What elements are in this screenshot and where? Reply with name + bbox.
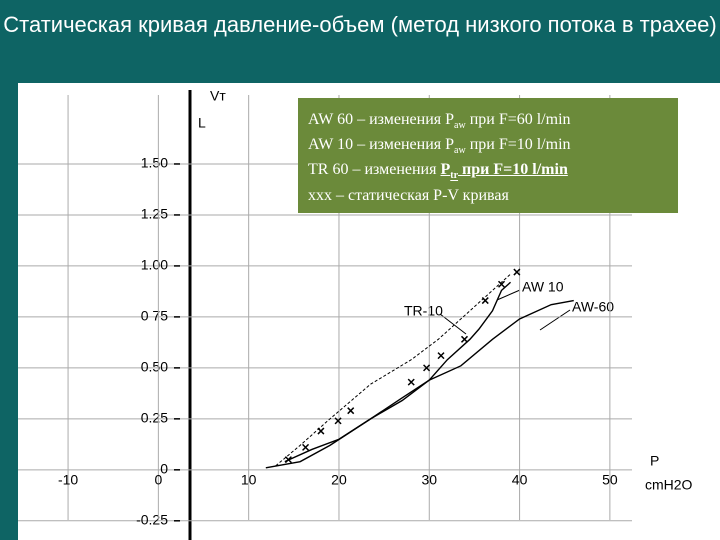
data-marker xyxy=(513,268,521,276)
data-marker xyxy=(460,335,469,343)
legend-text: P xyxy=(440,161,451,179)
data-marker xyxy=(481,297,489,305)
y-axis-label: Vт xyxy=(210,88,226,104)
curve-label: AW 10 xyxy=(522,279,564,295)
data-line xyxy=(275,273,511,467)
y-tick-label: -0.25 xyxy=(136,512,168,528)
data-marker xyxy=(317,427,325,435)
x-tick-label: 30 xyxy=(421,472,437,488)
legend-text: при F=10 l/min xyxy=(458,161,568,179)
pointer xyxy=(539,309,571,331)
x-tick-label: 50 xyxy=(602,472,618,488)
data-marker xyxy=(302,443,310,451)
y-tick-label: 0 xyxy=(160,461,168,477)
data-marker xyxy=(334,417,342,425)
legend-text: при F=10 l/min xyxy=(465,136,571,154)
data-line xyxy=(284,281,512,463)
slide-title: Статическая кривая давление-объем (метод… xyxy=(3,12,717,37)
curve-label: TR-10 xyxy=(404,303,443,319)
y-tick-label: 0.50 xyxy=(141,359,168,375)
y-tick-label: 1.00 xyxy=(141,257,168,273)
x-tick-label: 10 xyxy=(241,472,257,488)
legend-box: AW 60 – изменения Paw при F=60 l/min AW 1… xyxy=(298,98,678,213)
legend-line: AW 60 – изменения Paw при F=60 l/min xyxy=(308,110,668,135)
legend-line: TR 60 – изменения Ptr при F=10 l/min xyxy=(308,160,668,185)
legend-line: AW 10 – изменения Paw при F=10 l/min xyxy=(308,135,668,160)
curve-label: AW-60 xyxy=(572,299,614,315)
legend-text: AW 10 – изменения P xyxy=(308,136,455,154)
pointer xyxy=(496,289,521,301)
x-axis-unit: cmH2O xyxy=(645,477,693,493)
legend-text: aw xyxy=(454,120,466,132)
data-marker xyxy=(407,378,415,386)
y-axis-unit: L xyxy=(198,115,206,131)
data-marker xyxy=(423,364,431,372)
data-marker xyxy=(497,280,506,288)
x-tick-label: 20 xyxy=(331,472,347,488)
y-tick-label: 0 75 xyxy=(141,308,168,324)
legend-text: при F=60 l/min xyxy=(465,111,571,128)
legend-line: xxx – статическая P-V кривая xyxy=(308,186,668,205)
legend-text: aw xyxy=(454,145,466,157)
x-tick-label: 40 xyxy=(512,472,528,488)
y-tick-label: 1.50 xyxy=(141,155,168,171)
data-marker xyxy=(347,407,355,415)
x-axis-label: P xyxy=(650,453,659,469)
legend-text: tr xyxy=(450,170,459,182)
legend-text: xxx – статическая P-V кривая xyxy=(308,186,509,204)
y-tick-label: 1.25 xyxy=(141,206,168,222)
x-tick-label: -10 xyxy=(58,472,78,488)
legend-text: TR 60 – изменения xyxy=(308,161,441,179)
y-tick-label: 0.25 xyxy=(141,410,168,426)
x-tick-label: 0 xyxy=(154,472,162,488)
data-marker xyxy=(437,352,445,360)
legend-text: AW 60 – изменения P xyxy=(308,111,455,128)
data-marker xyxy=(284,456,292,464)
